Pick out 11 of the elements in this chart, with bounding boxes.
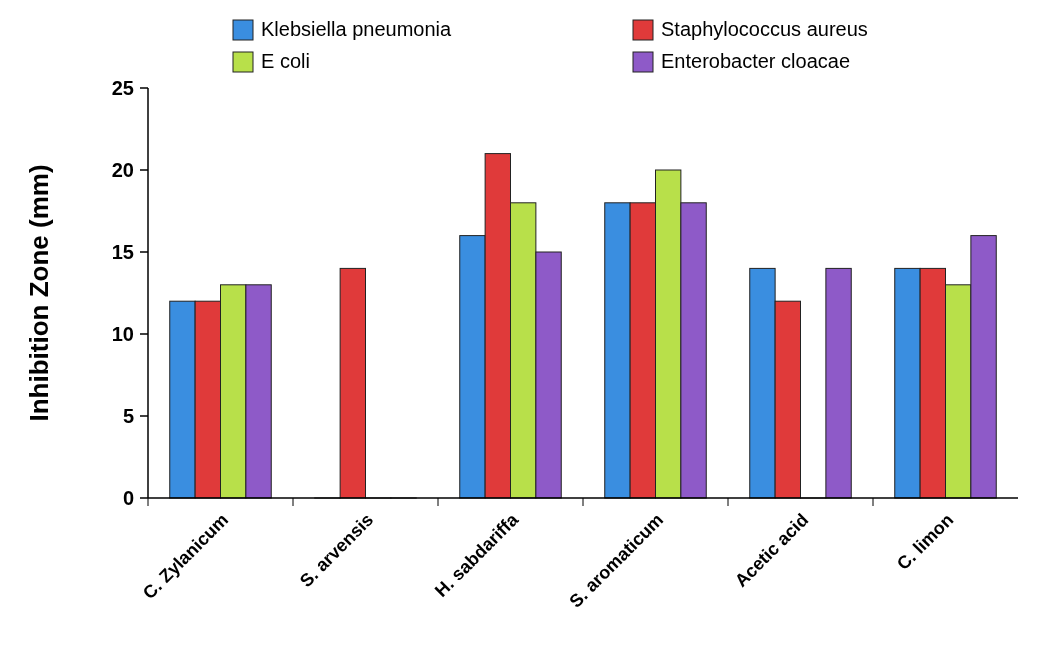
- legend-label: Staphylococcus aureus: [661, 18, 868, 40]
- legend-label: Klebsiella pneumonia: [261, 18, 452, 40]
- y-tick-label: 25: [111, 77, 134, 99]
- y-tick-label: 15: [111, 241, 134, 263]
- y-tick-label: 10: [111, 323, 134, 345]
- y-tick-label: 5: [122, 405, 134, 427]
- legend-label: E coli: [261, 50, 310, 72]
- y-tick-label: 20: [111, 159, 134, 181]
- legend-label: Enterobacter cloacae: [661, 50, 851, 72]
- y-tick-label: 0: [122, 487, 134, 509]
- y-axis-title: Inhibition Zone (mm): [24, 164, 54, 422]
